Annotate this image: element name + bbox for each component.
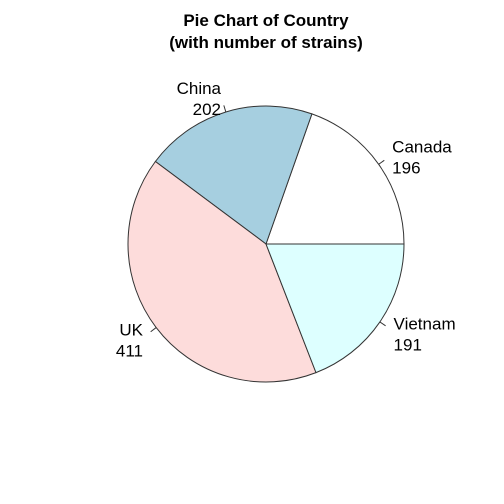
label-tick-canada xyxy=(378,159,385,165)
pie-slices xyxy=(127,105,405,383)
chart-subtitle: (with number of strains) xyxy=(169,33,363,52)
label-tick-china xyxy=(223,105,227,113)
label-category-canada: Canada xyxy=(392,138,452,157)
label-value-canada: 196 xyxy=(392,159,420,178)
pie-slice-vietnam xyxy=(265,243,405,374)
label-value-uk: 411 xyxy=(116,342,143,361)
label-category-uk: UK xyxy=(119,321,143,340)
label-category-china: China xyxy=(177,79,222,98)
label-tick-uk xyxy=(150,327,157,333)
pie-slice-uk xyxy=(127,160,317,383)
label-value-vietnam: 191 xyxy=(394,335,422,354)
label-tick-vietnam xyxy=(379,321,386,327)
label-category-vietnam: Vietnam xyxy=(394,314,456,333)
label-value-china: 202 xyxy=(193,100,221,119)
chart-title: Pie Chart of Country xyxy=(183,11,349,30)
pie-labels: Canada 196 China 202 UK 411 Vietnam 191 xyxy=(116,79,456,360)
